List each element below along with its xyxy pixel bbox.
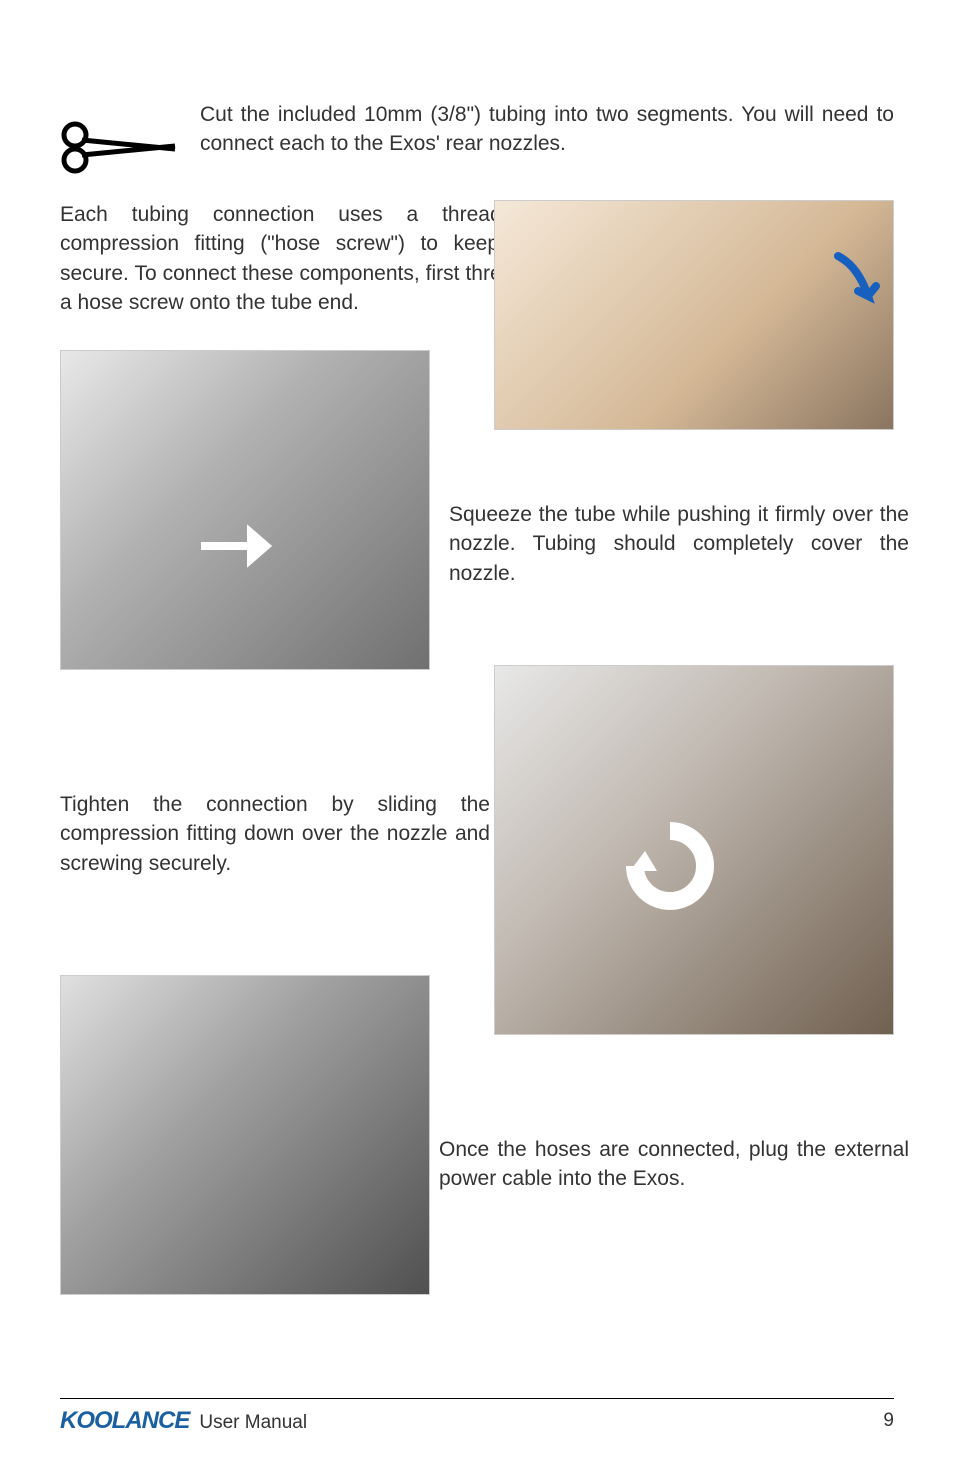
photo-3-container [494, 665, 894, 1035]
paragraph-2-container: Squeeze the tube while pushing it firmly… [449, 500, 909, 588]
photo-nozzle-push [60, 350, 430, 670]
footer-label: User Manual [199, 1412, 307, 1434]
paragraph-1: Each tubing connection uses a threaded c… [60, 200, 525, 318]
paragraph-4-container: Once the hoses are connected, plug the e… [439, 1135, 909, 1194]
paragraph-3-container: Tighten the connection by sliding the co… [60, 790, 490, 878]
photo-2-container [60, 350, 430, 670]
photo-tube-screw [494, 200, 894, 430]
photo-compression-fitting [494, 665, 894, 1035]
page-number: 9 [883, 1410, 894, 1432]
photo-4-container [60, 975, 430, 1295]
paragraph-4: Once the hoses are connected, plug the e… [439, 1135, 909, 1194]
paragraph-2: Squeeze the tube while pushing it firmly… [449, 500, 909, 588]
intro-paragraph: Cut the included 10mm (3/8") tubing into… [200, 100, 894, 159]
brand-logo: KOOLANCE [60, 1407, 189, 1435]
photo-1-container [494, 200, 894, 430]
footer: KOOLANCE User Manual 9 [60, 1398, 894, 1435]
footer-left: KOOLANCE User Manual [60, 1407, 307, 1435]
photo-power-cable [60, 975, 430, 1295]
scissors-icon [60, 120, 180, 180]
paragraph-3: Tighten the connection by sliding the co… [60, 790, 490, 878]
